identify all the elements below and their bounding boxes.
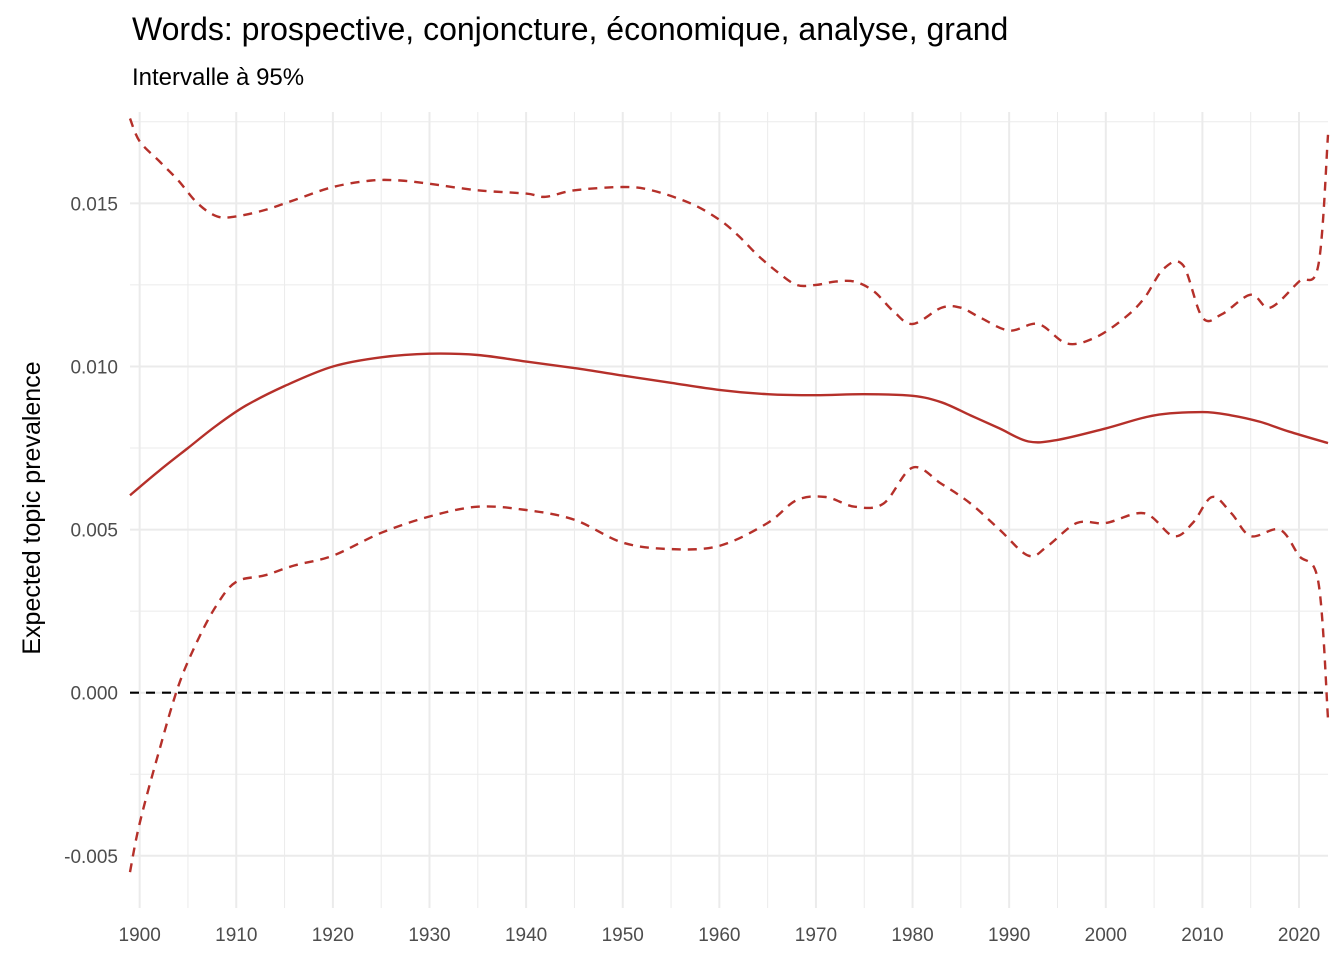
upper-interval-line [128,118,1330,346]
y-tick-label: 0.015 [70,194,118,215]
x-tick-label: 1900 [119,925,161,946]
chart-title: Words: prospective, conjoncture, économi… [132,11,1008,47]
estimate-line [129,352,1329,497]
x-tick-label: 1960 [698,925,740,946]
y-tick-label: 0.005 [70,521,118,542]
major-gridlines [130,112,1328,908]
x-tick-label: 1920 [312,925,354,946]
y-axis-title: Expected topic prevalence [18,361,46,654]
y-tick-label: -0.005 [64,847,118,868]
lower-interval-line [128,465,1330,873]
x-tick-label: 1910 [215,925,257,946]
x-tick-label: 2000 [1085,925,1127,946]
x-tick-label: 1990 [988,925,1030,946]
x-tick-label: 1970 [795,925,837,946]
x-tick-label: 2010 [1181,925,1223,946]
x-tick-label: 1930 [408,925,450,946]
x-tick-label: 1980 [891,925,933,946]
x-tick-label: 1940 [505,925,547,946]
x-tick-label: 2020 [1278,925,1320,946]
x-tick-label: 1950 [602,925,644,946]
chart-subtitle: Intervalle à 95% [132,64,304,91]
x-axis-tick-labels: 1900 1910 1920 1930 1940 1950 1960 1970 1980 1990… [119,925,1321,946]
y-axis-tick-labels: -0.005 0.000 0.005 0.010 0.015 [64,194,118,867]
y-tick-label: 0.000 [70,684,118,705]
minor-gridlines [130,112,1328,908]
y-tick-label: 0.010 [70,357,118,378]
series-lines [128,118,1330,873]
